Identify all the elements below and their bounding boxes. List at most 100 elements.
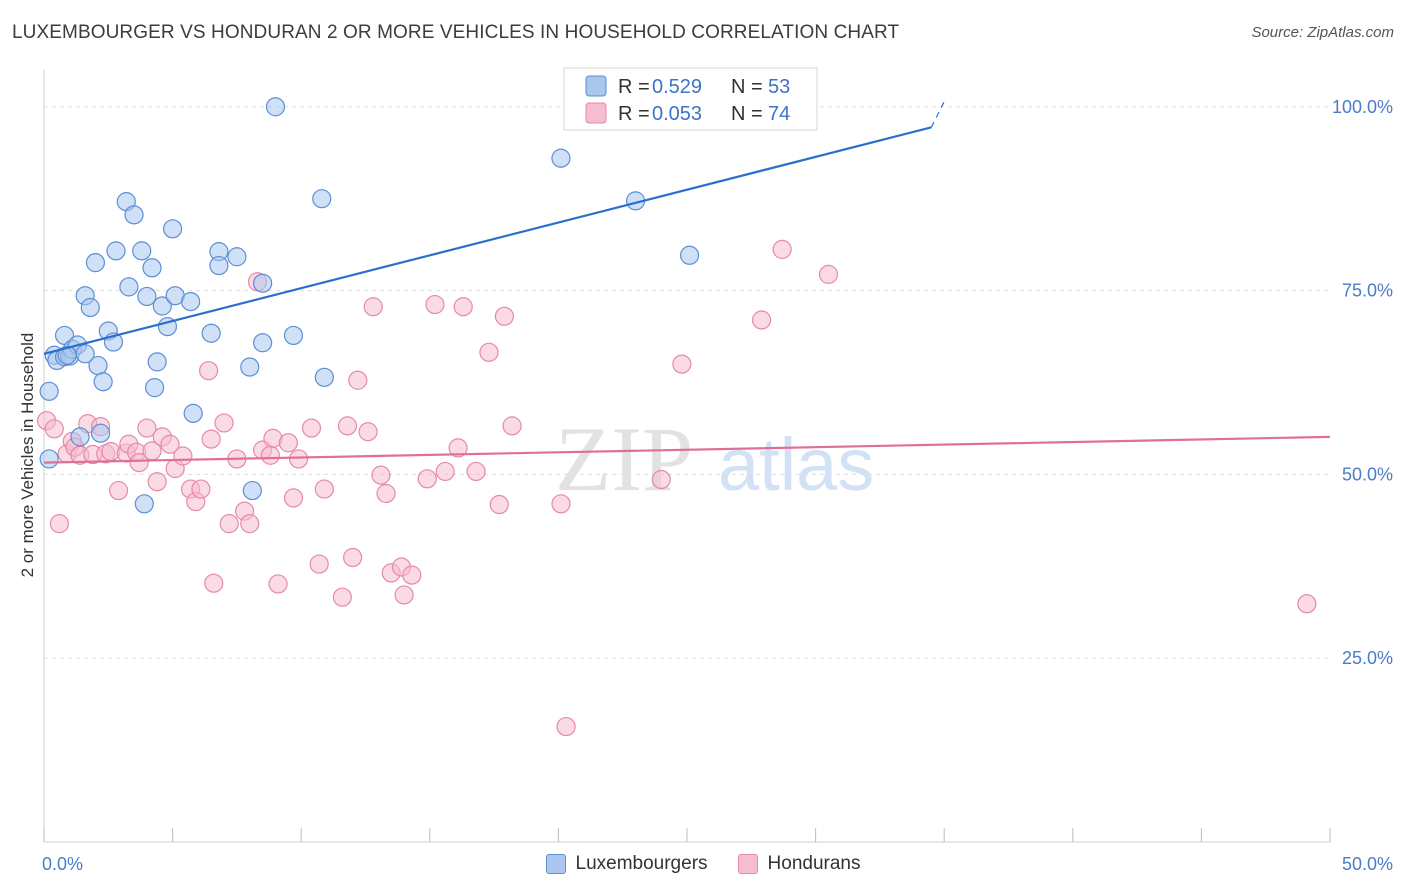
point-hondurans (479, 342, 499, 362)
point-hondurans (358, 422, 378, 442)
y-tick-label: 75.0% (1342, 281, 1393, 301)
point-hondurans (348, 370, 368, 390)
y-tick-labels: 25.0% 50.0% 75.0% 100.0% (1332, 97, 1393, 668)
point-hondurans (494, 306, 514, 326)
point-luxembourgers (119, 277, 139, 297)
point-hondurans (301, 418, 322, 438)
swatch-luxembourgers (545, 854, 566, 874)
point-luxembourgers (124, 205, 144, 225)
point-hondurans (160, 434, 180, 454)
legend-label-luxembourgers: Luxembourgers (575, 853, 708, 874)
legend-n-value: 53 (768, 76, 790, 98)
y-tick-label: 100.0% (1332, 97, 1393, 117)
point-hondurans (268, 574, 288, 594)
point-hondurans (435, 461, 455, 482)
point-hondurans (394, 585, 414, 605)
point-luxembourgers (253, 273, 273, 293)
source-credit: Source: ZipAtlas.com (1251, 24, 1394, 41)
point-luxembourgers (132, 241, 152, 261)
watermark: ZIP atlas (555, 408, 874, 510)
point-luxembourgers (163, 219, 183, 239)
legend-item-hondurans[interactable]: Hondurans (737, 851, 861, 877)
point-luxembourgers (57, 345, 77, 365)
point-hondurans (672, 354, 692, 374)
point-hondurans (49, 514, 70, 534)
point-hondurans (556, 716, 576, 737)
point-hondurans (219, 514, 239, 534)
point-luxembourgers (227, 247, 247, 267)
legend-n-value: 74 (768, 103, 790, 125)
point-luxembourgers (142, 258, 162, 278)
point-hondurans (204, 573, 224, 593)
point-luxembourgers (265, 97, 286, 117)
point-hondurans (289, 449, 309, 469)
point-luxembourgers (137, 286, 157, 307)
point-luxembourgers (85, 253, 106, 273)
point-hondurans (44, 419, 64, 439)
watermark-atlas: atlas (718, 423, 874, 506)
point-luxembourgers (679, 245, 700, 265)
correlation-legend: R = 0.529 N = 53 R = 0.053 N = 74 (563, 67, 818, 131)
point-hondurans (332, 587, 352, 607)
point-luxembourgers (39, 381, 59, 401)
point-hondurans (314, 479, 334, 499)
point-hondurans (199, 361, 219, 381)
point-luxembourgers (209, 255, 229, 276)
point-luxembourgers (70, 427, 90, 447)
swatch-hondurans (737, 854, 758, 874)
point-luxembourgers (106, 241, 126, 261)
point-hondurans (371, 465, 391, 485)
legend-label-hondurans: Hondurans (767, 853, 861, 874)
legend-swatch-hondurans (585, 102, 607, 124)
trend-line-luxembourgers-extension (930, 101, 945, 128)
point-hondurans (489, 494, 509, 515)
point-luxembourgers (240, 357, 260, 377)
legend-item-luxembourgers[interactable]: Luxembourgers (545, 851, 708, 877)
point-luxembourgers (312, 189, 332, 209)
point-hondurans (343, 547, 363, 568)
x-tick-label-max: 50.0% (1342, 854, 1393, 874)
point-hondurans (376, 483, 396, 504)
point-hondurans (751, 310, 772, 330)
point-hondurans (278, 433, 298, 453)
point-hondurans (818, 264, 839, 284)
legend-n-label: N = (731, 76, 763, 98)
point-hondurans (173, 446, 193, 466)
point-hondurans (651, 469, 671, 490)
point-luxembourgers (201, 323, 221, 343)
point-hondurans (466, 461, 486, 482)
trend-line-luxembourgers (43, 126, 932, 355)
point-hondurans (147, 472, 167, 492)
point-hondurans (551, 494, 571, 514)
series-hondurans (36, 239, 1317, 737)
legend-r-label: R = (618, 103, 650, 125)
legend-r-label: R = (618, 76, 650, 98)
point-luxembourgers (551, 148, 571, 168)
point-luxembourgers (90, 423, 111, 443)
legend-swatch-luxembourgers (585, 75, 607, 97)
point-hondurans (363, 297, 383, 317)
point-hondurans (137, 418, 157, 438)
point-hondurans (502, 416, 522, 436)
legend-n-label: N = (731, 103, 763, 125)
point-luxembourgers (242, 480, 262, 501)
point-hondurans (417, 469, 437, 489)
legend-r-value: 0.053 (652, 103, 702, 125)
point-luxembourgers (183, 403, 203, 423)
point-hondurans (402, 565, 422, 585)
y-tick-label: 25.0% (1342, 648, 1393, 668)
point-hondurans (214, 413, 234, 433)
point-hondurans (1297, 594, 1317, 614)
point-hondurans (283, 488, 304, 508)
point-hondurans (337, 416, 358, 436)
legend-r-value: 0.529 (652, 76, 702, 98)
point-hondurans (260, 445, 280, 465)
point-luxembourgers (253, 333, 273, 353)
point-hondurans (191, 479, 211, 499)
trend-line-hondurans (43, 435, 1331, 464)
point-luxembourgers (147, 352, 167, 372)
point-luxembourgers (75, 344, 95, 364)
point-hondurans (772, 239, 792, 259)
point-hondurans (201, 429, 221, 449)
